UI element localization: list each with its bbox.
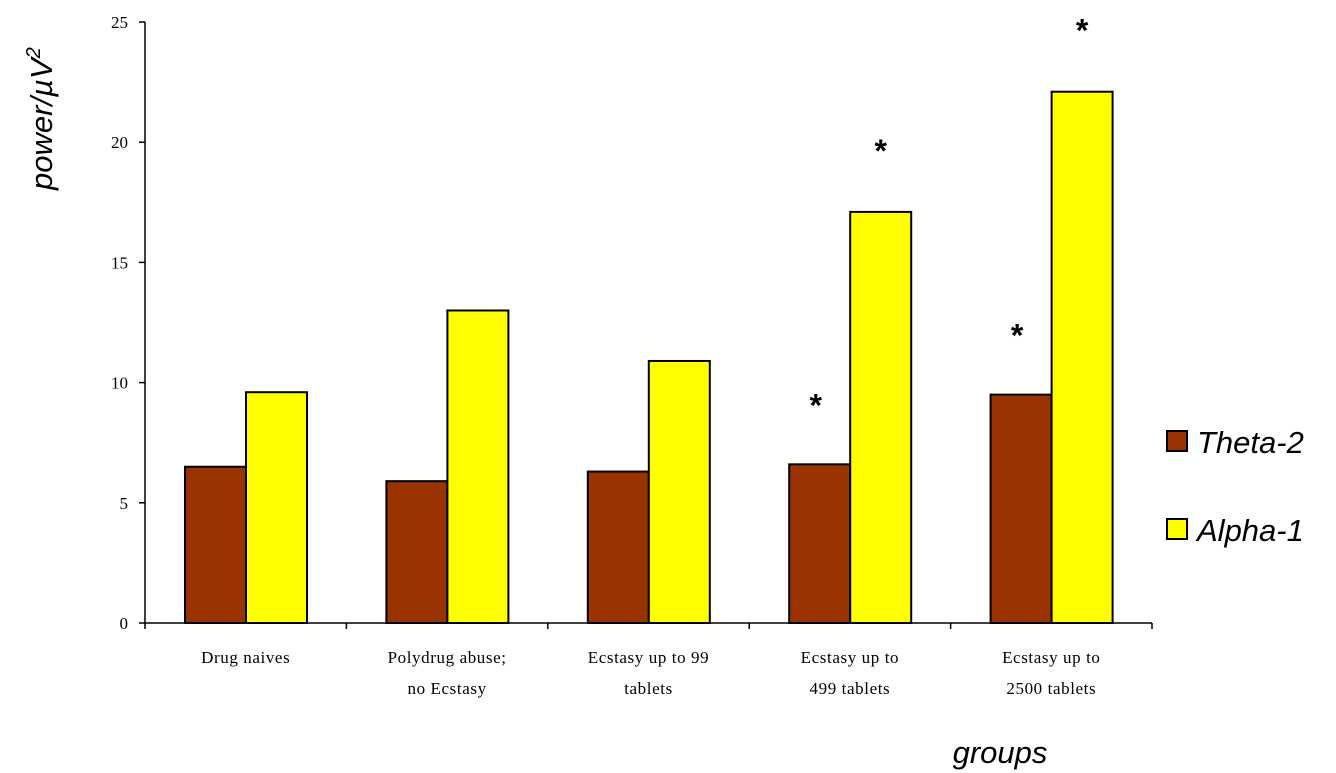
category-label-1-line-1: Drug naives xyxy=(201,648,290,667)
legend: Theta-2 Alpha-1 xyxy=(1166,425,1304,548)
y-tick-label-15: 15 xyxy=(111,253,128,272)
x-axis-title: groups xyxy=(953,735,1048,770)
category-label-4-line-2: 499 tablets xyxy=(810,679,891,698)
bar-alpha-1-3 xyxy=(647,359,711,624)
y-tick-label-10: 10 xyxy=(111,374,128,393)
category-label-5-line-2: 2500 tablets xyxy=(1006,679,1096,698)
y-tick-label-0: 0 xyxy=(120,614,129,633)
category-label-2-line-1: Polydrug abuse; xyxy=(388,648,507,667)
bar-theta-2-4 xyxy=(788,463,852,624)
y-axis-title-base: power/µV xyxy=(24,55,59,191)
bar-alpha-1-2 xyxy=(446,309,510,624)
y-axis-title: power/µV2 xyxy=(23,47,59,191)
category-label-5-line-1: Ecstasy up to xyxy=(1002,648,1100,667)
category-label-2-line-2: no Ecstasy xyxy=(408,679,487,698)
category-label-3-line-2: tablets xyxy=(624,679,673,698)
y-tick-label-25: 25 xyxy=(111,13,128,32)
legend-label-alpha-1: Alpha-1 xyxy=(1195,513,1304,548)
bar-alpha-1-1 xyxy=(245,391,308,624)
bar-theta-2-2 xyxy=(385,480,449,624)
significance-star-theta-2-5: * xyxy=(1011,318,1024,354)
bar-theta-2-1 xyxy=(184,465,247,624)
legend-swatch-alpha-1 xyxy=(1166,518,1188,540)
bar-theta-2-5 xyxy=(989,393,1053,624)
significance-star-alpha-1-4: * xyxy=(874,133,887,169)
bar-alpha-1-4 xyxy=(849,210,913,625)
bar-theta-2-3 xyxy=(586,470,650,624)
y-tick-label-5: 5 xyxy=(120,494,129,513)
category-label-3-line-1: Ecstasy up to 99 xyxy=(588,648,710,667)
significance-star-theta-2-4: * xyxy=(809,387,822,423)
legend-label-theta-2: Theta-2 xyxy=(1197,425,1304,460)
significance-star-alpha-1-5: * xyxy=(1076,13,1089,49)
plot-area: * * * * 0 5 10 15 20 25 Drug naives Polydrug abuse;… xyxy=(111,13,1153,698)
bar-alpha-1-5 xyxy=(1050,90,1114,624)
svg-text:power/µV2: power/µV2 xyxy=(23,47,59,191)
legend-swatch-theta-2 xyxy=(1166,430,1188,452)
y-tick-label-20: 20 xyxy=(111,133,128,152)
y-axis-title-sup: 2 xyxy=(23,47,45,59)
category-label-4-line-1: Ecstasy up to xyxy=(801,648,899,667)
